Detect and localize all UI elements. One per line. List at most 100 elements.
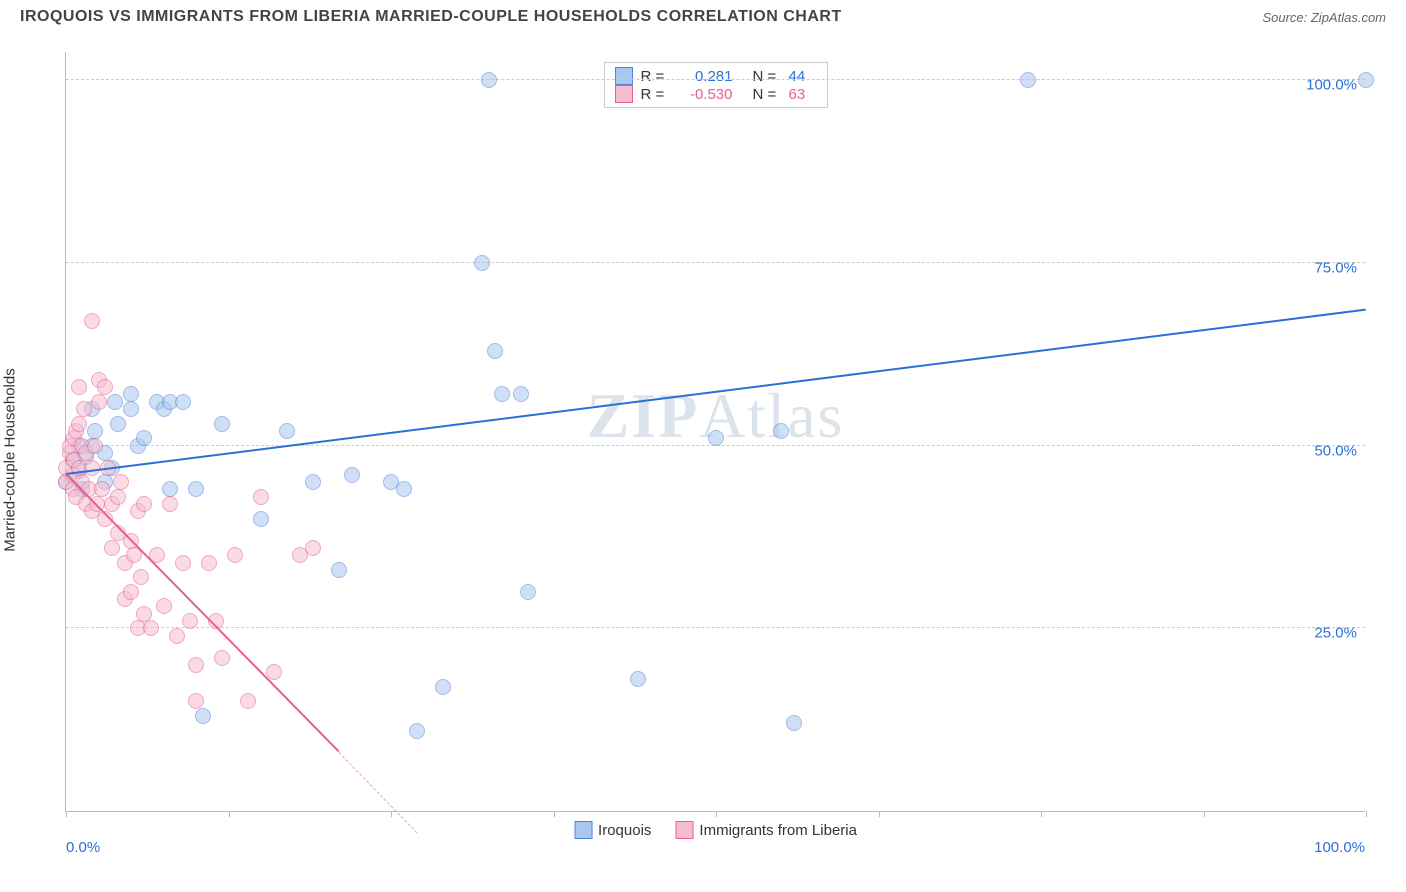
- scatter-point: [513, 386, 529, 402]
- legend-correlation-box: R = 0.281 N = 44 R = -0.530 N = 63: [604, 62, 828, 108]
- scatter-point: [773, 423, 789, 439]
- legend-n-label: N =: [753, 68, 781, 85]
- scatter-point: [97, 379, 113, 395]
- gridline-h: [66, 262, 1365, 263]
- legend-n-label: N =: [753, 86, 781, 103]
- scatter-point: [520, 584, 536, 600]
- scatter-point: [435, 679, 451, 695]
- scatter-point: [84, 313, 100, 329]
- x-tick: [879, 811, 880, 817]
- x-axis-max-label: 100.0%: [1314, 839, 1365, 856]
- trend-line-extrapolated: [339, 752, 418, 833]
- x-tick: [391, 811, 392, 817]
- scatter-point: [136, 606, 152, 622]
- legend-swatch: [574, 821, 592, 839]
- legend-r-value: -0.530: [675, 86, 733, 103]
- scatter-point: [175, 555, 191, 571]
- x-tick: [1204, 811, 1205, 817]
- x-axis-min-label: 0.0%: [66, 839, 100, 856]
- legend-correlation-row: R = 0.281 N = 44: [615, 67, 817, 85]
- scatter-point: [487, 343, 503, 359]
- x-tick: [554, 811, 555, 817]
- x-tick: [1041, 811, 1042, 817]
- scatter-point: [305, 474, 321, 490]
- y-tick-label: 25.0%: [1314, 625, 1357, 642]
- legend-swatch: [675, 821, 693, 839]
- legend-series-label: Iroquois: [598, 822, 651, 839]
- scatter-point: [396, 481, 412, 497]
- scatter-point: [123, 401, 139, 417]
- scatter-point: [279, 423, 295, 439]
- scatter-point: [630, 671, 646, 687]
- correlation-chart: Married-couple Households ZIPAtlas R =0.…: [20, 40, 1386, 880]
- scatter-point: [110, 489, 126, 505]
- scatter-point: [1358, 72, 1374, 88]
- legend-series-label: Immigrants from Liberia: [699, 822, 857, 839]
- scatter-point: [786, 715, 802, 731]
- legend-series-item: Immigrants from Liberia: [675, 821, 857, 839]
- scatter-point: [344, 467, 360, 483]
- legend-correlation-row: R = -0.530 N = 63: [615, 85, 817, 103]
- chart-title: IROQUOIS VS IMMIGRANTS FROM LIBERIA MARR…: [20, 8, 842, 26]
- scatter-point: [188, 481, 204, 497]
- scatter-point: [94, 481, 110, 497]
- scatter-point: [201, 555, 217, 571]
- scatter-point: [494, 386, 510, 402]
- scatter-point: [123, 584, 139, 600]
- legend-swatch: [615, 85, 633, 103]
- scatter-point: [169, 628, 185, 644]
- scatter-point: [182, 613, 198, 629]
- y-tick-label: 50.0%: [1314, 442, 1357, 459]
- scatter-point: [87, 423, 103, 439]
- scatter-point: [162, 481, 178, 497]
- scatter-point: [708, 430, 724, 446]
- scatter-point: [104, 540, 120, 556]
- scatter-point: [214, 416, 230, 432]
- scatter-point: [133, 569, 149, 585]
- source-attribution: Source: ZipAtlas.com: [1262, 10, 1386, 25]
- scatter-point: [175, 394, 191, 410]
- x-tick: [716, 811, 717, 817]
- scatter-point: [136, 496, 152, 512]
- scatter-point: [110, 416, 126, 432]
- x-tick: [1366, 811, 1367, 817]
- y-tick-label: 75.0%: [1314, 259, 1357, 276]
- scatter-point: [214, 650, 230, 666]
- scatter-point: [240, 693, 256, 709]
- scatter-point: [113, 474, 129, 490]
- x-tick: [66, 811, 67, 817]
- gridline-h: [66, 79, 1365, 80]
- y-axis-label: Married-couple Households: [2, 368, 19, 551]
- trend-line: [66, 308, 1366, 474]
- scatter-point: [91, 394, 107, 410]
- gridline-h: [66, 627, 1365, 628]
- scatter-point: [474, 255, 490, 271]
- scatter-point: [331, 562, 347, 578]
- scatter-point: [71, 379, 87, 395]
- scatter-point: [1020, 72, 1036, 88]
- scatter-point: [136, 430, 152, 446]
- scatter-point: [71, 416, 87, 432]
- y-tick-label: 100.0%: [1306, 77, 1357, 94]
- legend-series-item: Iroquois: [574, 821, 651, 839]
- x-tick: [229, 811, 230, 817]
- legend-n-value: 44: [789, 68, 817, 85]
- scatter-point: [123, 386, 139, 402]
- legend-r-label: R =: [641, 68, 667, 85]
- scatter-point: [162, 496, 178, 512]
- scatter-point: [253, 511, 269, 527]
- scatter-point: [156, 598, 172, 614]
- scatter-point: [143, 620, 159, 636]
- legend-series: Iroquois Immigrants from Liberia: [574, 821, 857, 839]
- legend-n-value: 63: [789, 86, 817, 103]
- legend-r-value: 0.281: [675, 68, 733, 85]
- scatter-point: [253, 489, 269, 505]
- scatter-point: [305, 540, 321, 556]
- scatter-point: [409, 723, 425, 739]
- scatter-point: [87, 438, 103, 454]
- scatter-point: [107, 394, 123, 410]
- legend-r-label: R =: [641, 86, 667, 103]
- legend-swatch: [615, 67, 633, 85]
- scatter-point: [481, 72, 497, 88]
- scatter-point: [227, 547, 243, 563]
